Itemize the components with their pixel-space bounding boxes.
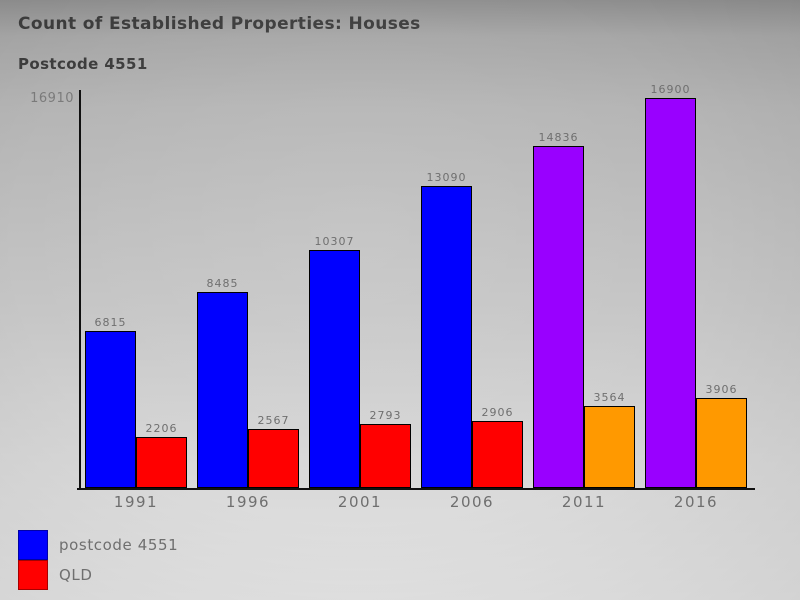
x-tick-label-1991: 1991: [113, 493, 159, 511]
x-tick-label-1996: 1996: [225, 493, 271, 511]
legend-label-qld: QLD: [59, 566, 93, 584]
bar-value-label-postcode-2006: 13090: [426, 171, 467, 184]
chart-legend: postcode 4551 QLD: [18, 530, 178, 590]
legend-label-postcode: postcode 4551: [59, 536, 179, 554]
x-tick-label-2006: 2006: [449, 493, 495, 511]
bar-postcode-1991: [85, 331, 136, 488]
bar-qld-1991: [136, 437, 187, 488]
legend-item-qld: QLD: [18, 560, 178, 590]
bar-qld-2006: [472, 421, 523, 488]
bar-postcode-2001: [309, 250, 360, 488]
legend-swatch-qld: [18, 560, 48, 590]
bar-qld-1996: [248, 429, 299, 488]
x-tick-label-2011: 2011: [561, 493, 607, 511]
bar-postcode-2011: [533, 146, 584, 488]
x-axis-line: [77, 488, 755, 490]
bar-postcode-2006: [421, 186, 472, 488]
bar-value-label-qld-2006: 2906: [481, 406, 514, 419]
chart-subtitle: Postcode 4551: [18, 55, 148, 73]
bar-value-label-qld-2001: 2793: [369, 409, 402, 422]
bar-qld-2011: [584, 406, 635, 488]
bar-value-label-qld-1996: 2567: [257, 414, 290, 427]
legend-swatch-postcode: [18, 530, 48, 560]
y-axis-max-label: 16910: [30, 91, 74, 106]
legend-item-postcode: postcode 4551: [18, 530, 178, 560]
bar-qld-2016: [696, 398, 747, 488]
bar-value-label-qld-2011: 3564: [593, 391, 626, 404]
chart-title: Count of Established Properties: Houses: [18, 14, 421, 34]
bar-value-label-postcode-2011: 14836: [538, 131, 579, 144]
x-tick-label-2016: 2016: [673, 493, 719, 511]
bar-postcode-1996: [197, 292, 248, 488]
bar-value-label-qld-1991: 2206: [145, 422, 178, 435]
x-tick-label-2001: 2001: [337, 493, 383, 511]
bar-value-label-qld-2016: 3906: [705, 383, 738, 396]
bar-value-label-postcode-1991: 6815: [94, 316, 127, 329]
bar-value-label-postcode-2016: 16900: [650, 83, 691, 96]
bar-value-label-postcode-1996: 8485: [206, 277, 239, 290]
y-axis-line: [79, 90, 81, 490]
bar-value-label-postcode-2001: 10307: [314, 235, 355, 248]
bar-postcode-2016: [645, 98, 696, 488]
bar-qld-2001: [360, 424, 411, 488]
